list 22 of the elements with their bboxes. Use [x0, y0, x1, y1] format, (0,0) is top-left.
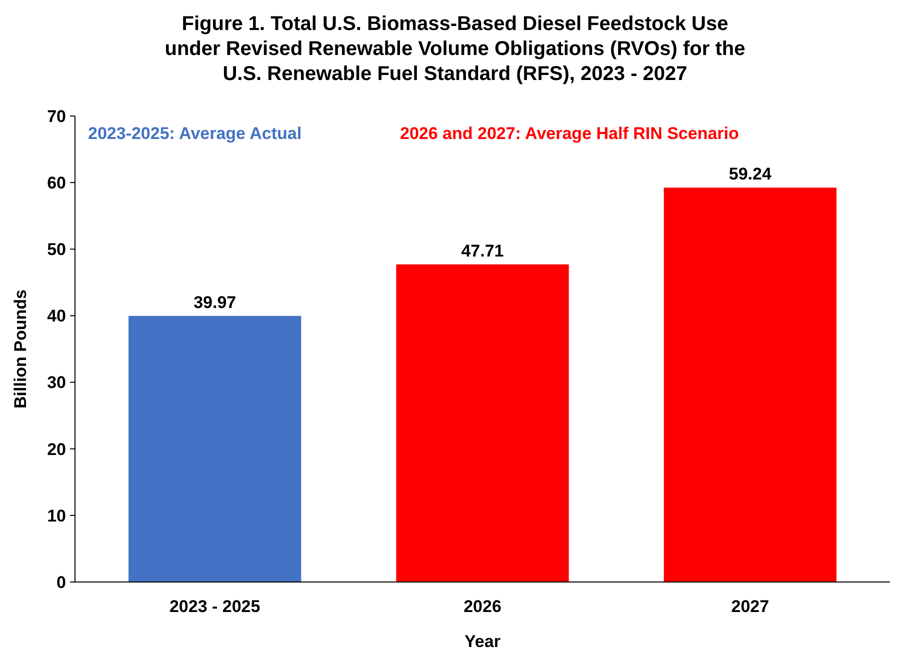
- text: 2026 and 2027: Average Half RIN Scenario: [400, 124, 739, 143]
- text: 2023-2025: Average Actual: [88, 124, 302, 143]
- y-tick-label: 40: [47, 306, 66, 326]
- bar: [128, 316, 302, 582]
- chart-title: Figure 1. Total U.S. Biomass-Based Diesel Feedstock Use under Revised Renewable Volume Obligations (RVOs) for the U.S. Renewable Fuel Standard (RFS), 2023 - 2027: [164, 13, 746, 85]
- y-tick-label: 30: [47, 373, 66, 392]
- data-label: 39.97: [194, 292, 236, 312]
- data-label: 47.71: [461, 241, 504, 260]
- x-tick-label: 2026: [464, 597, 502, 616]
- x-tick-label: 2027: [731, 597, 770, 616]
- bar: [664, 188, 836, 582]
- y-tick-label: 60: [47, 174, 66, 193]
- x-axis-title: Year: [464, 632, 501, 651]
- data-label: 59.24: [728, 164, 772, 184]
- y-tick-label: 10: [47, 506, 66, 526]
- y-tick-label: 0: [56, 572, 66, 592]
- x-tick-label: 2023 - 2025: [169, 597, 260, 616]
- y-tick-label: 70: [47, 106, 66, 126]
- y-tick-label: 50: [47, 240, 66, 260]
- y-tick-label: 20: [47, 440, 66, 459]
- bar: [396, 264, 569, 582]
- y-axis-title: Billion Pounds: [11, 290, 30, 408]
